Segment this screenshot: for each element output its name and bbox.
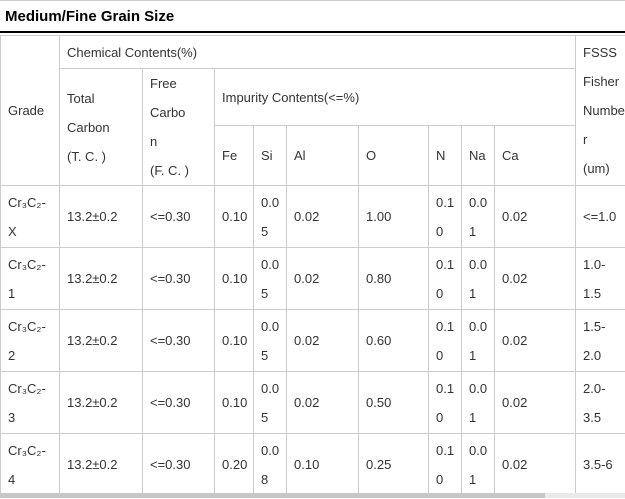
na-cell: 0.0 1	[461, 371, 495, 434]
grade-cell: Cr₃C₂- 4	[0, 433, 60, 496]
header-total-carbon: Total Carbon (T. C. )	[59, 68, 143, 186]
total-carbon-cell: 13.2±0.2	[59, 371, 143, 434]
o-cell: 0.25	[358, 433, 429, 496]
header-si: Si	[253, 125, 287, 186]
grade-cell: Cr₃C₂- 3	[0, 371, 60, 434]
table-row: Cr₃C₂- 2 13.2±0.2 <=0.30 0.10 0.0 5 0.02…	[0, 309, 625, 372]
fe-cell: 0.10	[214, 185, 254, 248]
header-na: Na	[461, 125, 495, 186]
total-carbon-cell: 13.2±0.2	[59, 247, 143, 310]
fe-cell: 0.10	[214, 247, 254, 310]
header-free-carbon: Free Carbo n (F. C. )	[142, 68, 215, 186]
fsss-cell: 1.5-2.0	[575, 309, 625, 372]
grade-cell: Cr₃C₂- 2	[0, 309, 60, 372]
header-grade: Grade	[0, 35, 60, 186]
fsss-cell: 3.5-6	[575, 433, 625, 496]
header-ca: Ca	[494, 125, 576, 186]
grain-size-table: Grade Chemical Contents(%) FSSS Fisher N…	[0, 35, 625, 496]
o-cell: 0.50	[358, 371, 429, 434]
na-cell: 0.0 1	[461, 309, 495, 372]
al-cell: 0.02	[286, 309, 359, 372]
page-title: Medium/Fine Grain Size	[0, 1, 625, 33]
si-cell: 0.0 8	[253, 433, 287, 496]
header-fe: Fe	[214, 125, 254, 186]
grade-cell: Cr₃C₂- 1	[0, 247, 60, 310]
na-cell: 0.0 1	[461, 185, 495, 248]
o-cell: 0.80	[358, 247, 429, 310]
free-carbon-cell: <=0.30	[142, 185, 215, 248]
horizontal-scrollbar-thumb[interactable]	[0, 493, 545, 498]
n-cell: 0.1 0	[428, 371, 462, 434]
fsss-cell: 2.0-3.5	[575, 371, 625, 434]
header-impurity-contents: Impurity Contents(<=%)	[214, 68, 576, 126]
si-cell: 0.0 5	[253, 371, 287, 434]
al-cell: 0.02	[286, 247, 359, 310]
n-cell: 0.1 0	[428, 185, 462, 248]
free-carbon-cell: <=0.30	[142, 247, 215, 310]
header-o: O	[358, 125, 429, 186]
fsss-cell: <=1.0	[575, 185, 625, 248]
ca-cell: 0.02	[494, 185, 576, 248]
header-al: Al	[286, 125, 359, 186]
header-n: N	[428, 125, 462, 186]
n-cell: 0.1 0	[428, 433, 462, 496]
o-cell: 1.00	[358, 185, 429, 248]
grade-cell: Cr₃C₂- X	[0, 185, 60, 248]
header-chemical-contents: Chemical Contents(%)	[59, 35, 576, 69]
fsss-cell: 1.0-1.5	[575, 247, 625, 310]
free-carbon-cell: <=0.30	[142, 371, 215, 434]
horizontal-scrollbar[interactable]	[0, 493, 625, 498]
header-fsss-fisher-number: FSSS Fisher Numbe r (um)	[575, 35, 625, 186]
total-carbon-cell: 13.2±0.2	[59, 433, 143, 496]
total-carbon-cell: 13.2±0.2	[59, 309, 143, 372]
ca-cell: 0.02	[494, 371, 576, 434]
table-row: Cr₃C₂- 3 13.2±0.2 <=0.30 0.10 0.0 5 0.02…	[0, 371, 625, 434]
si-cell: 0.0 5	[253, 185, 287, 248]
al-cell: 0.02	[286, 371, 359, 434]
fe-cell: 0.10	[214, 371, 254, 434]
ca-cell: 0.02	[494, 247, 576, 310]
n-cell: 0.1 0	[428, 247, 462, 310]
free-carbon-cell: <=0.30	[142, 309, 215, 372]
al-cell: 0.10	[286, 433, 359, 496]
si-cell: 0.0 5	[253, 247, 287, 310]
fe-cell: 0.20	[214, 433, 254, 496]
free-carbon-cell: <=0.30	[142, 433, 215, 496]
na-cell: 0.0 1	[461, 247, 495, 310]
al-cell: 0.02	[286, 185, 359, 248]
na-cell: 0.0 1	[461, 433, 495, 496]
o-cell: 0.60	[358, 309, 429, 372]
ca-cell: 0.02	[494, 433, 576, 496]
total-carbon-cell: 13.2±0.2	[59, 185, 143, 248]
si-cell: 0.0 5	[253, 309, 287, 372]
table-row: Cr₃C₂- 1 13.2±0.2 <=0.30 0.10 0.0 5 0.02…	[0, 247, 625, 310]
ca-cell: 0.02	[494, 309, 576, 372]
table-row: Cr₃C₂- X 13.2±0.2 <=0.30 0.10 0.0 5 0.02…	[0, 185, 625, 248]
table-row: Cr₃C₂- 4 13.2±0.2 <=0.30 0.20 0.0 8 0.10…	[0, 433, 625, 496]
fe-cell: 0.10	[214, 309, 254, 372]
n-cell: 0.1 0	[428, 309, 462, 372]
